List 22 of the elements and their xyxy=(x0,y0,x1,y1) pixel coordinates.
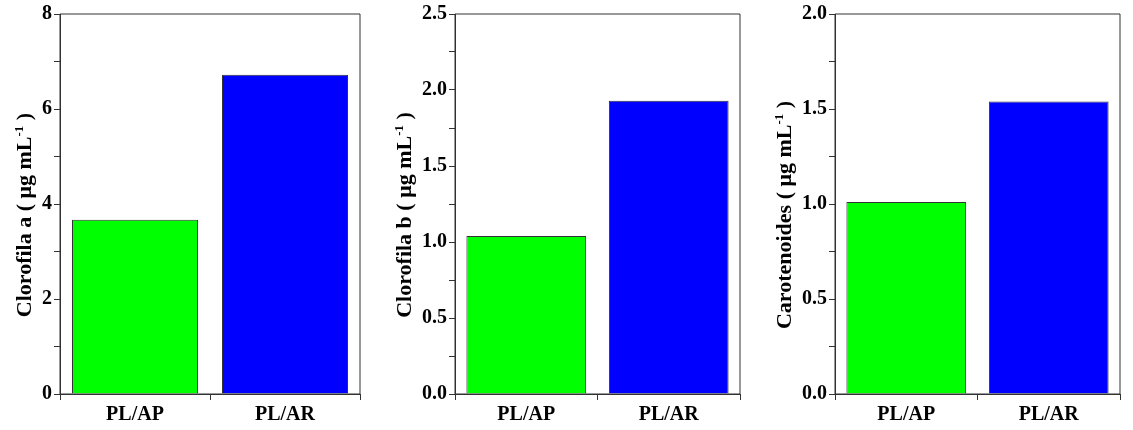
y-tick-label: 1.5 xyxy=(422,153,447,176)
x-tick-label: PL/AP xyxy=(497,402,556,425)
y-tick-label: 2.0 xyxy=(422,77,447,100)
y-tick-label: 4 xyxy=(42,191,52,214)
x-tick-label: PL/AR xyxy=(255,402,316,425)
x-tick-label: PL/AP xyxy=(106,402,164,425)
y-tick-label: 2.5 xyxy=(422,1,447,24)
y-tick-label: 2.0 xyxy=(802,1,827,24)
y-tick-label: 0.5 xyxy=(422,305,447,328)
y-tick-label: 0.0 xyxy=(422,381,447,404)
x-tick-label: PL/AR xyxy=(638,402,700,425)
y-tick-label: 0.5 xyxy=(802,286,827,309)
y-tick-label: 6 xyxy=(42,96,52,119)
x-tick-label: PL/AR xyxy=(1018,402,1080,425)
y-tick-label: 2 xyxy=(42,286,52,309)
y-tick-label: 1.0 xyxy=(422,229,447,252)
y-tick-label: 0 xyxy=(42,381,52,404)
y-tick-label: 1.0 xyxy=(802,191,827,214)
y-tick-label: 0.0 xyxy=(802,381,827,404)
y-tick-label: 1.5 xyxy=(802,96,827,119)
x-tick-label: PL/AP xyxy=(877,402,936,425)
y-tick-label: 8 xyxy=(42,1,52,24)
